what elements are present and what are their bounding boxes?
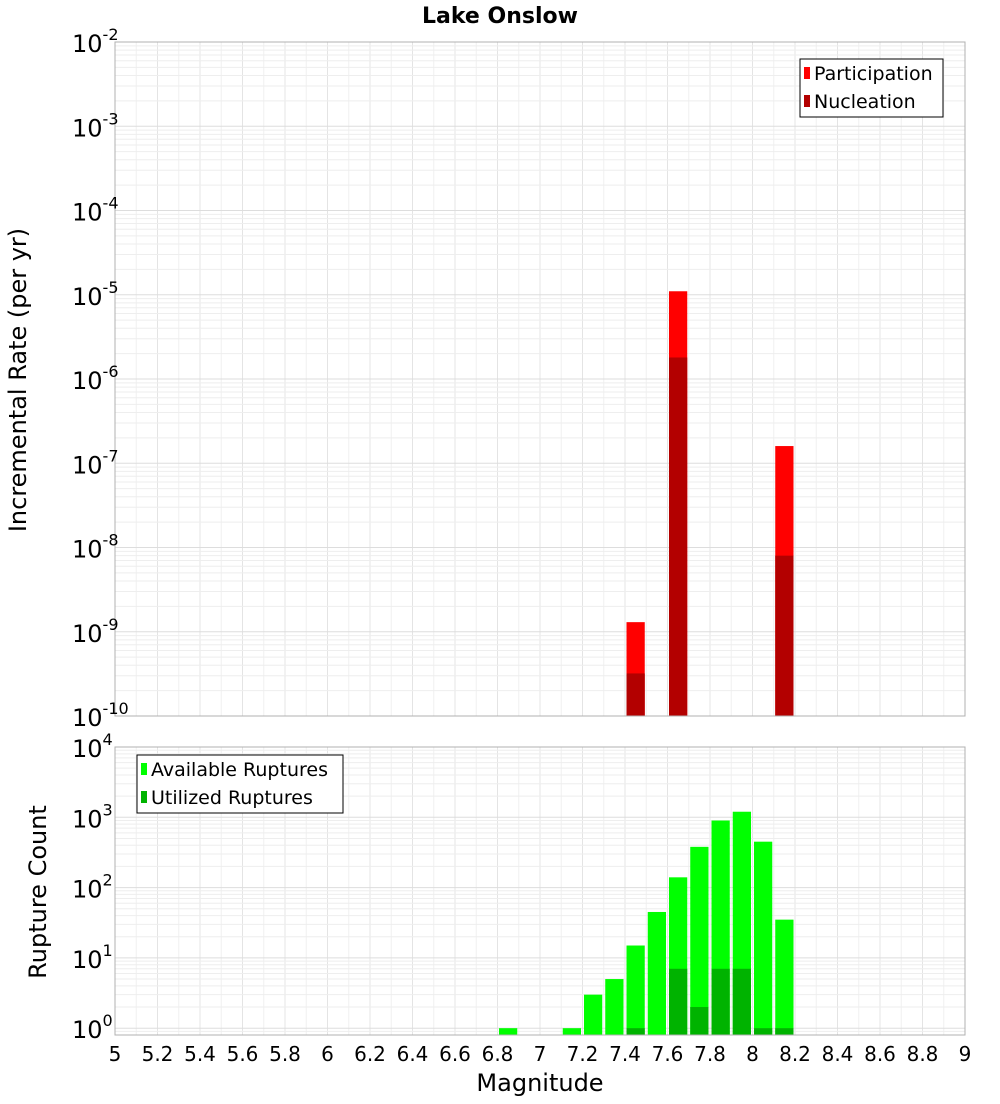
legend-swatch — [804, 95, 810, 107]
x-tick-label: 6.4 — [397, 1042, 429, 1066]
bar-primary — [562, 1028, 581, 1035]
y-tick-label: 10-8 — [72, 531, 119, 564]
x-tick-label: 8 — [746, 1042, 759, 1066]
x-tick-label: 6.2 — [354, 1042, 386, 1066]
bar-primary — [584, 994, 603, 1035]
y-tick-label: 10-2 — [72, 25, 119, 58]
legend-swatch — [141, 763, 147, 775]
bar-secondary — [754, 1028, 773, 1035]
x-tick-label: 5 — [109, 1042, 122, 1066]
legend-label: Participation — [814, 63, 933, 85]
x-tick-label: 5.2 — [142, 1042, 174, 1066]
bar-secondary — [669, 968, 688, 1035]
x-tick-label: 8.4 — [822, 1042, 854, 1066]
bar-primary — [605, 979, 624, 1035]
x-tick-label: 8.6 — [864, 1042, 896, 1066]
plots-layer: 10-10 10-9 10-8 10-7 10-6 10-5 10-4 10-3 10-2 Par… — [72, 25, 971, 1066]
x-tick-label: 8.2 — [779, 1042, 811, 1066]
top-y-axis-label: Incremental Rate (per yr) — [4, 228, 32, 532]
y-tick-label: 10-7 — [72, 446, 119, 479]
bar-primary — [690, 846, 709, 1035]
legend: Participation Nucleation — [799, 58, 944, 118]
bottom-y-axis-label: Rupture Count — [24, 805, 52, 979]
bar-primary — [775, 919, 794, 1035]
y-tick-label: 10-4 — [72, 194, 119, 227]
legend-label: Utilized Ruptures — [151, 787, 313, 809]
x-tick-label: 7.2 — [567, 1042, 599, 1066]
legend-swatch — [804, 67, 810, 79]
legend: Available Ruptures Utilized Ruptures — [136, 754, 344, 814]
x-tick-label: 5.6 — [227, 1042, 259, 1066]
x-axis-label: Magnitude — [476, 1069, 603, 1097]
plot-panel-0: 10-10 10-9 10-8 10-7 10-6 10-5 10-4 10-3 10-2 Par… — [72, 25, 966, 732]
chart-title: Lake Onslow — [422, 4, 578, 29]
bar-primary — [754, 841, 773, 1035]
y-tick-label: 101 — [72, 941, 113, 974]
bar-secondary — [775, 1028, 794, 1035]
x-tick-label: 5.8 — [269, 1042, 301, 1066]
plot-border — [114, 746, 966, 1036]
x-tick-label: 5.4 — [184, 1042, 216, 1066]
y-tick-label: 103 — [72, 800, 113, 833]
x-tick-label: 6 — [321, 1042, 334, 1066]
bar-secondary — [626, 673, 645, 716]
bar-secondary — [775, 555, 794, 716]
y-tick-label: 104 — [72, 730, 113, 763]
bar-secondary — [669, 357, 688, 716]
y-tick-label: 10-10 — [72, 699, 129, 732]
x-tick-label: 6.6 — [439, 1042, 471, 1066]
x-tick-label: 7 — [534, 1042, 547, 1066]
bar-secondary — [711, 968, 730, 1035]
bar-secondary — [690, 1007, 709, 1035]
legend-swatch — [141, 791, 147, 803]
y-tick-label: 10-9 — [72, 615, 119, 648]
bar-secondary — [626, 1028, 645, 1035]
x-tick-label: 7.8 — [694, 1042, 726, 1066]
bar-primary — [499, 1028, 518, 1035]
legend-box — [799, 58, 944, 118]
x-tick-label: 6.8 — [482, 1042, 514, 1066]
x-tick-label: 8.8 — [907, 1042, 939, 1066]
y-tick-label: 100 — [72, 1011, 113, 1044]
y-tick-label: 10-3 — [72, 109, 119, 142]
bar-primary — [647, 911, 666, 1035]
y-tick-label: 10-5 — [72, 278, 119, 311]
legend-box — [136, 754, 344, 814]
y-tick-label: 10-6 — [72, 362, 119, 395]
legend-label: Nucleation — [814, 91, 916, 113]
bar-primary — [626, 945, 645, 1035]
plot-border — [114, 41, 966, 717]
plot-panel-1: 100 101 102 103 104 5 5.2 5.4 5.6 5.8 6 6.2 6.4 6.6 6.… — [72, 730, 971, 1066]
legend-label: Available Ruptures — [151, 759, 328, 781]
x-tick-label: 7.4 — [609, 1042, 641, 1066]
y-tick-label: 102 — [72, 871, 113, 904]
x-tick-label: 9 — [959, 1042, 972, 1066]
x-tick-label: 7.6 — [652, 1042, 684, 1066]
bar-secondary — [732, 968, 751, 1035]
